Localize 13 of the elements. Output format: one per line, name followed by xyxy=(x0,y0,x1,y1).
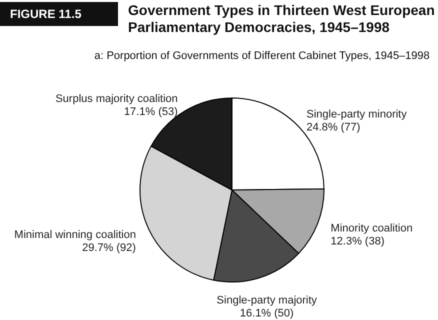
data-label: 12.3% (38) xyxy=(330,236,384,248)
data-label: 16.1% (50) xyxy=(240,308,294,320)
data-label: 17.1% (53) xyxy=(124,106,178,118)
slice-label: Surplus majority coalition xyxy=(55,92,178,105)
chart-subtitle: a: Porportion of Governments of Different Cabinet Types, 1945–1998 xyxy=(94,50,430,62)
slice-label: Minimal winning coalition xyxy=(14,228,136,241)
data-label: 29.7% (92) xyxy=(82,242,136,254)
slice-label: Minority coalition xyxy=(330,222,413,235)
slice-label: Single-party majority xyxy=(216,294,318,307)
chart-title: Government Types in Thirteen West European Parliamentary Democracies, 1945–1998 xyxy=(128,2,435,35)
caption: FIGURE 11.5 xyxy=(10,7,82,21)
slice-label: Single-party minority xyxy=(306,108,408,121)
data-label: 24.8% (77) xyxy=(306,122,360,134)
